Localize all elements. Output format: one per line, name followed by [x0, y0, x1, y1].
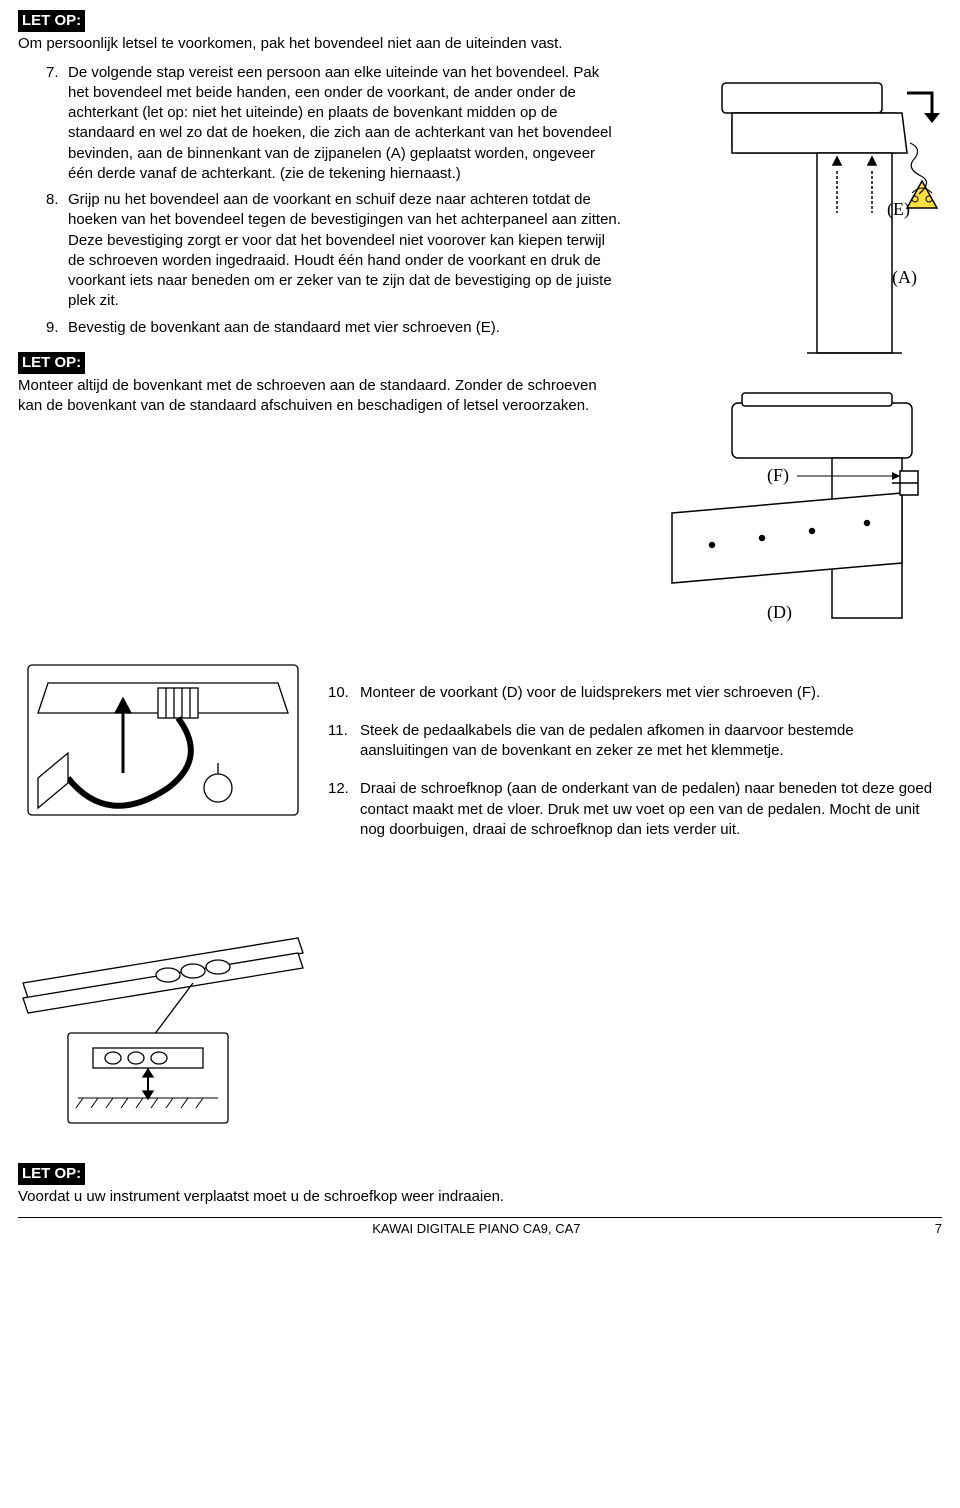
- label-D: (D): [767, 602, 792, 623]
- step-8: 8. Grijp nu het bovendeel aan de voorkan…: [46, 190, 624, 312]
- step-text: Monteer de voorkant (D) voor de luidspre…: [360, 684, 820, 701]
- step-number: 7.: [46, 63, 59, 83]
- step-7: 7. De volgende stap vereist een persoon …: [46, 63, 624, 185]
- step-number: 12.: [328, 779, 349, 799]
- step-number: 11.: [328, 721, 348, 741]
- figure-pedal-adjuster: [18, 913, 308, 1133]
- warning-2: LET OP: Monteer altijd de bovenkant met …: [18, 352, 624, 417]
- warning-text: Voordat u uw instrument verplaatst moet …: [18, 1187, 942, 1207]
- warning-label: LET OP:: [18, 1163, 85, 1185]
- step-9: 9. Bevestig de bovenkant aan de standaar…: [46, 318, 624, 338]
- step-11: 11. Steek de pedaalkabels die van de ped…: [328, 721, 942, 762]
- warning-1: LET OP: Om persoonlijk letsel te voorkom…: [18, 10, 942, 55]
- step-text: Bevestig de bovenkant aan de standaard m…: [68, 319, 500, 336]
- warning-label: LET OP:: [18, 10, 85, 32]
- warning-text: Monteer altijd de bovenkant met de schro…: [18, 376, 624, 417]
- footer-page-number: 7: [935, 1220, 942, 1238]
- figure-cable-connection: [18, 653, 308, 913]
- step-text: De volgende stap vereist een persoon aan…: [68, 64, 612, 182]
- step-12: 12. Draai de schroefknop (aan de onderka…: [328, 779, 942, 840]
- label-A: (A): [892, 267, 917, 288]
- step-text: Draai de schroefknop (aan de onderkant v…: [360, 780, 932, 838]
- label-E: (E): [887, 199, 910, 220]
- figure-right-column: (E) (A): [642, 63, 942, 633]
- step-text: Steek de pedaalkabels die van de pedalen…: [360, 722, 854, 759]
- figure-front-panel: (F) (D): [642, 373, 942, 633]
- figure-assembly-top: (E) (A): [642, 63, 942, 363]
- page-footer: KAWAI DIGITALE PIANO CA9, CA7 7: [18, 1217, 942, 1238]
- step-10: 10. Monteer de voorkant (D) voor de luid…: [328, 683, 942, 703]
- steps-list-1: 7. De volgende stap vereist een persoon …: [46, 63, 624, 338]
- warning-label: LET OP:: [18, 352, 85, 374]
- figure-left-column: [18, 653, 308, 1133]
- step-number: 9.: [46, 318, 59, 338]
- step-number: 10.: [328, 683, 349, 703]
- label-F: (F): [767, 465, 789, 486]
- step-text: Grijp nu het bovendeel aan de voorkant e…: [68, 191, 621, 309]
- steps-list-2: 10. Monteer de voorkant (D) voor de luid…: [328, 683, 942, 841]
- warning-3: LET OP: Voordat u uw instrument verplaat…: [18, 1163, 942, 1208]
- step-number: 8.: [46, 190, 59, 210]
- warning-text: Om persoonlijk letsel te voorkomen, pak …: [18, 34, 942, 54]
- footer-title: KAWAI DIGITALE PIANO CA9, CA7: [372, 1220, 580, 1238]
